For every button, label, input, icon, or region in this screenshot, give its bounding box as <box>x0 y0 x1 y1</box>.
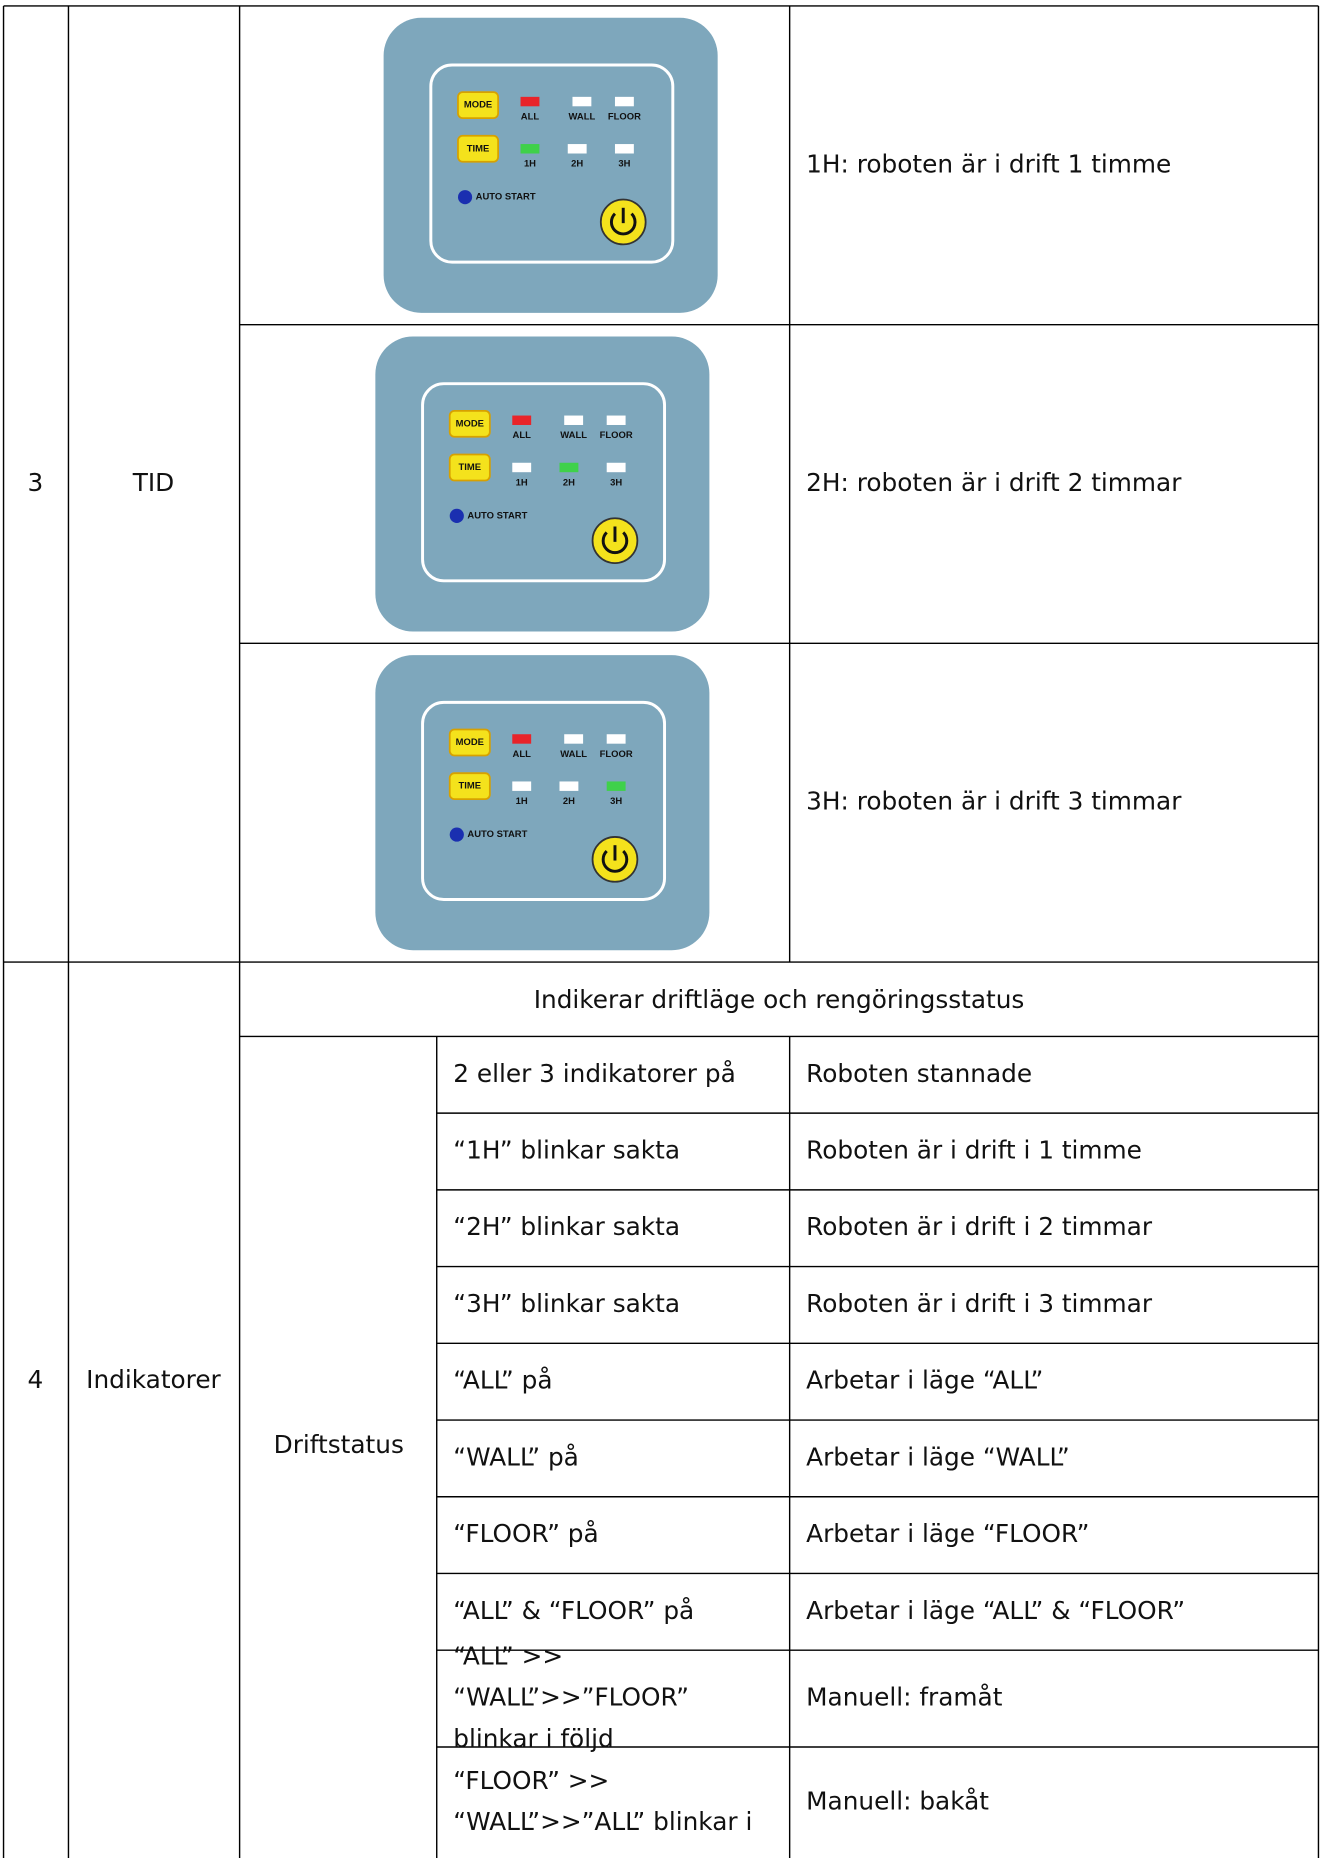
panel-led <box>520 144 540 154</box>
panel-label: 1H <box>516 477 528 488</box>
panel-button <box>457 134 499 163</box>
auto-start-led <box>449 827 464 842</box>
panel-frame <box>421 382 667 583</box>
panel-led <box>606 734 626 744</box>
panel-button <box>448 409 491 438</box>
cell-text: Arbetar i läge “FLOOR” <box>806 1519 1089 1548</box>
panel-button <box>448 728 491 757</box>
panel-led <box>512 415 532 425</box>
panel-led <box>606 462 626 473</box>
cell-text: 1H: roboten är i drift 1 timme <box>806 149 1171 178</box>
panel-led <box>564 734 584 744</box>
panel-label: WALL <box>569 111 596 122</box>
panel-label: WALL <box>560 749 587 760</box>
panel-led <box>512 462 532 473</box>
cell-text: “FLOOR” på <box>453 1519 598 1548</box>
panel-body <box>383 17 718 313</box>
panel-label: 2H <box>563 796 575 807</box>
cell-text: “ALL” >> <box>453 1641 563 1670</box>
cell-text: Manuell: framåt <box>806 1683 1003 1712</box>
cell-text: “2H” blinkar sakta <box>453 1212 680 1241</box>
panel-label: MODE <box>456 418 484 429</box>
panel-label: AUTO START <box>467 510 527 521</box>
cell-text: Roboten stannade <box>806 1059 1032 1088</box>
control-panel: MODE TIME ALL WALL FLOOR 1H 2H 3H AUTO START <box>375 655 710 951</box>
cell-text: “WALL” på <box>453 1442 579 1471</box>
panel-label: FLOOR <box>608 111 641 122</box>
panel-label: 3H <box>618 159 630 170</box>
panel-label: 3H <box>610 796 622 807</box>
panel-label: WALL <box>560 430 587 441</box>
cell-text: “WALL”>>”ALL” blinkar i <box>453 1807 752 1836</box>
panel-label: TIME <box>467 143 490 154</box>
cell-text: 3H: roboten är i drift 3 timmar <box>806 787 1182 816</box>
cell-text: “ALL” på <box>453 1366 552 1395</box>
panel-label: FLOOR <box>600 749 633 760</box>
cell-text: Arbetar i läge “WALL” <box>806 1442 1069 1471</box>
panel-button <box>448 453 491 482</box>
panel-led <box>512 734 532 744</box>
cell-text: “3H” blinkar sakta <box>453 1289 680 1318</box>
cell-text: Manuell: bakåt <box>806 1786 989 1815</box>
panel-led <box>614 96 634 107</box>
panel-label: MODE <box>456 737 484 748</box>
cell-text: “ALL” & “FLOOR” på <box>453 1596 694 1625</box>
cell-text: 3 <box>28 468 44 497</box>
cell-text: “WALL”>>”FLOOR” <box>453 1683 689 1712</box>
panel-label: TIME <box>459 781 482 792</box>
panel-led <box>614 144 634 154</box>
panel-button <box>448 772 491 801</box>
auto-start-led <box>457 190 473 205</box>
panel-label: ALL <box>513 430 532 441</box>
panel-led <box>520 96 540 107</box>
panel-label: AUTO START <box>476 192 536 203</box>
panel-led <box>564 415 584 425</box>
cell-text: TID <box>132 468 175 497</box>
cell-text: 2 eller 3 indikatorer på <box>453 1059 736 1088</box>
panel-led <box>572 96 592 107</box>
cell-text: Roboten är i drift i 3 timmar <box>806 1289 1153 1318</box>
panel-label: ALL <box>513 749 532 760</box>
cell-text: Arbetar i läge “ALL” & “FLOOR” <box>806 1596 1185 1625</box>
cell-text: Arbetar i läge “ALL” <box>806 1366 1043 1395</box>
panel-frame <box>421 700 667 901</box>
panel-label: 2H <box>563 477 575 488</box>
cell-text: 4 <box>28 1365 44 1394</box>
control-panel: MODE TIME ALL WALL FLOOR 1H 2H 3H AUTO START <box>383 17 718 313</box>
panel-body <box>375 655 710 951</box>
panel-led <box>606 415 626 425</box>
panel-label: TIME <box>459 462 482 473</box>
panel-led <box>606 781 626 791</box>
panel-button <box>457 91 499 119</box>
panel-label: FLOOR <box>600 430 633 441</box>
panel-label: 2H <box>571 159 583 170</box>
power-icon <box>601 531 629 555</box>
panel-label: 1H <box>516 796 528 807</box>
cell-text: Roboten är i drift i 2 timmar <box>806 1212 1153 1241</box>
panel-label: AUTO START <box>467 829 527 840</box>
panel-label: 1H <box>524 159 536 170</box>
cell-text: “FLOOR” >> <box>453 1766 609 1795</box>
power-icon <box>609 212 637 236</box>
power-icon <box>601 850 629 873</box>
cell-text: Indikatorer <box>86 1365 221 1394</box>
cell-text: Driftstatus <box>274 1430 404 1459</box>
cell-text: blinkar i följd <box>453 1724 613 1753</box>
cell-text: “1H” blinkar sakta <box>453 1135 680 1164</box>
panel-label: 3H <box>610 477 622 488</box>
auto-start-led <box>449 508 464 523</box>
panel-led <box>567 144 587 154</box>
cell-text: 2H: roboten är i drift 2 timmar <box>806 468 1182 497</box>
panel-body <box>375 336 710 632</box>
cell-text: Roboten är i drift i 1 timme <box>806 1135 1142 1164</box>
panel-led <box>559 781 579 791</box>
panel-led <box>559 462 579 473</box>
panel-label: ALL <box>521 111 540 122</box>
control-panel: MODE TIME ALL WALL FLOOR 1H 2H 3H AUTO START <box>375 336 710 632</box>
panel-frame <box>429 63 675 264</box>
panel-label: MODE <box>464 100 492 111</box>
cell-text: Indikerar driftläge och rengöringsstatus <box>534 985 1025 1014</box>
panel-led <box>512 781 532 791</box>
